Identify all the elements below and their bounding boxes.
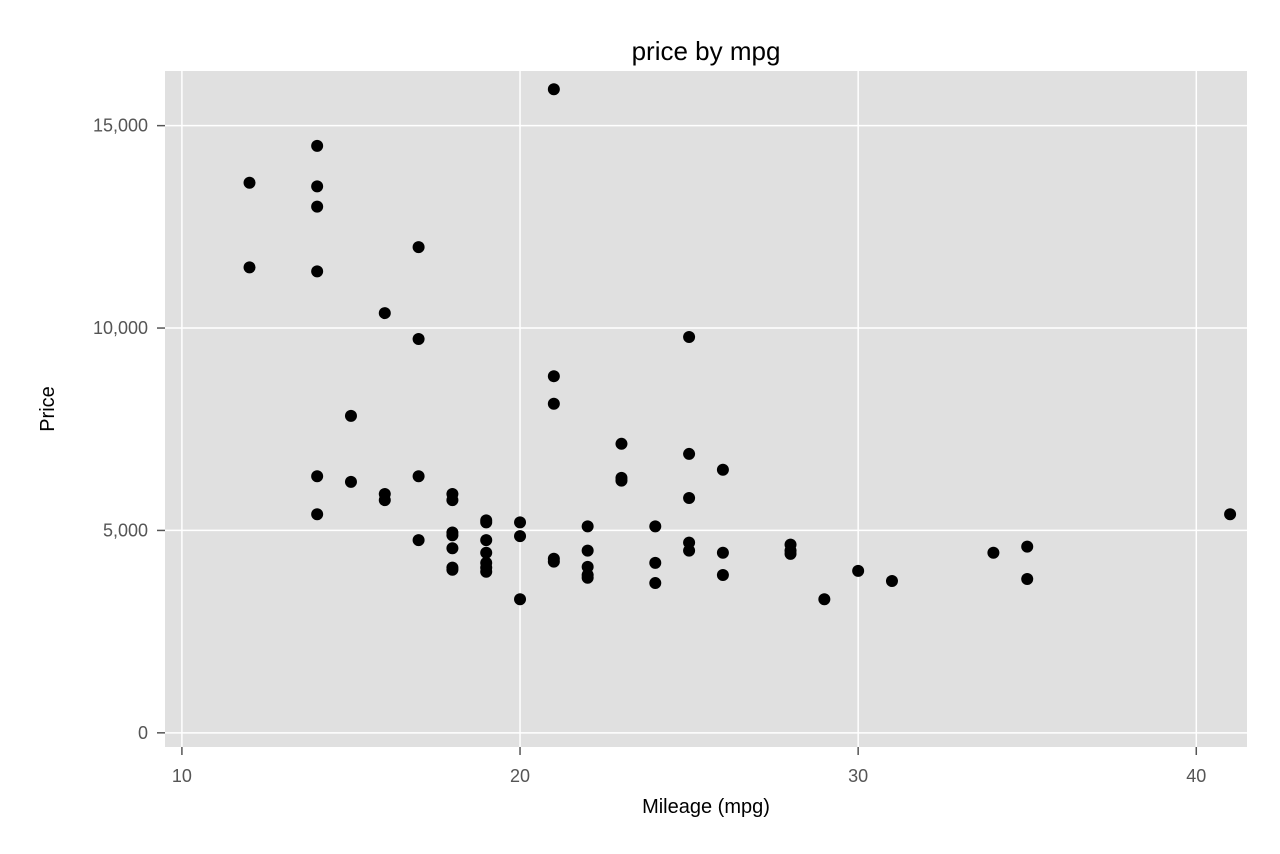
data-point	[581, 571, 594, 584]
data-point	[885, 575, 898, 588]
data-point	[480, 516, 493, 529]
data-point	[852, 564, 865, 577]
y-tick-label: 10,000	[93, 318, 148, 338]
data-point	[547, 370, 560, 383]
data-points	[243, 83, 1237, 606]
data-point	[581, 520, 594, 533]
data-point	[1021, 540, 1034, 553]
data-point	[311, 139, 324, 152]
x-tick-label: 30	[848, 766, 868, 786]
data-point	[716, 546, 729, 559]
data-point	[446, 529, 459, 542]
data-point	[716, 463, 729, 476]
data-point	[412, 332, 425, 345]
data-point	[344, 475, 357, 488]
data-point	[311, 200, 324, 213]
data-point	[480, 565, 493, 578]
data-point	[514, 530, 527, 543]
data-point	[243, 176, 256, 189]
gridlines	[165, 71, 1247, 747]
data-point	[649, 556, 662, 569]
data-point	[311, 470, 324, 483]
data-point	[378, 307, 391, 320]
data-point	[344, 409, 357, 422]
data-point	[784, 547, 797, 560]
data-point	[311, 265, 324, 278]
data-point	[649, 577, 662, 590]
data-point	[547, 397, 560, 410]
data-point	[683, 492, 696, 505]
x-tick-label: 10	[172, 766, 192, 786]
data-point	[514, 593, 527, 606]
y-tick-label: 0	[138, 723, 148, 743]
y-axis-label: Price	[37, 386, 59, 432]
data-point	[311, 508, 324, 521]
axes: 10 20 30 40 0 5,000 10,000 15,000	[93, 116, 1206, 786]
data-point	[615, 437, 628, 450]
data-point	[1224, 508, 1237, 521]
data-point	[412, 534, 425, 547]
data-point	[615, 474, 628, 487]
data-point	[446, 494, 459, 507]
plot-area	[165, 71, 1247, 747]
data-point	[649, 520, 662, 533]
data-point	[683, 330, 696, 343]
data-point	[987, 546, 1000, 559]
data-point	[716, 568, 729, 581]
data-point	[683, 544, 696, 557]
data-point	[514, 516, 527, 529]
data-point	[480, 546, 493, 559]
x-tick-label: 20	[510, 766, 530, 786]
data-point	[412, 241, 425, 254]
x-axis-label: Mileage (mpg)	[642, 796, 770, 818]
y-tick-label: 15,000	[93, 116, 148, 136]
x-tick-label: 40	[1186, 766, 1206, 786]
data-point	[547, 555, 560, 568]
data-point	[378, 494, 391, 507]
data-point	[547, 83, 560, 96]
data-point	[446, 542, 459, 555]
data-point	[581, 544, 594, 557]
data-point	[1021, 573, 1034, 586]
data-point	[683, 447, 696, 460]
y-tick-label: 5,000	[103, 520, 148, 540]
data-point	[818, 593, 831, 606]
data-point	[480, 534, 493, 547]
data-point	[446, 563, 459, 576]
data-point	[412, 470, 425, 483]
data-point	[243, 261, 256, 274]
chart-title: price by mpg	[632, 36, 781, 66]
data-point	[311, 180, 324, 193]
